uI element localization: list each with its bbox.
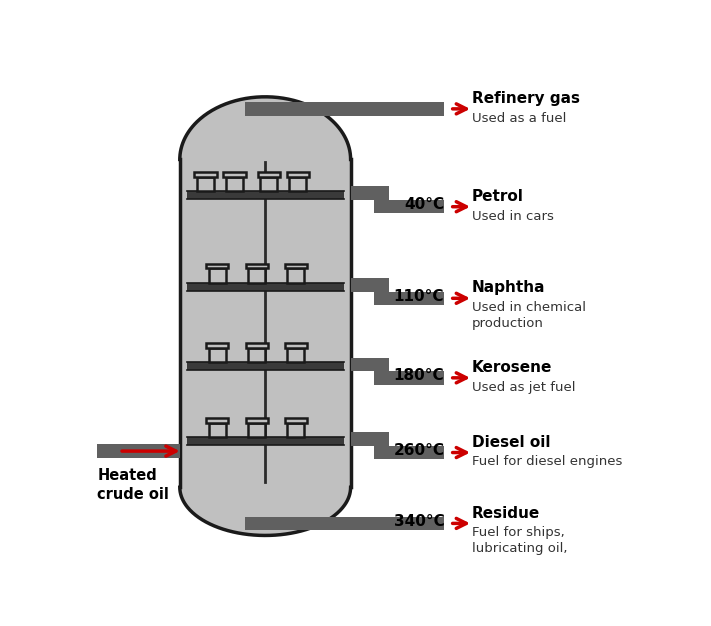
Polygon shape [180, 97, 351, 160]
Bar [374, 200, 444, 213]
Bar [186, 192, 344, 199]
Text: Diesel oil: Diesel oil [472, 434, 550, 449]
Text: 340°C: 340°C [393, 514, 444, 529]
Bar [285, 343, 307, 348]
Text: 110°C: 110°C [394, 289, 444, 304]
Text: Heated
crude oil: Heated crude oil [97, 468, 169, 501]
Text: Residue: Residue [472, 506, 540, 520]
Bar [287, 423, 304, 437]
Bar [180, 160, 351, 487]
Bar [257, 172, 279, 177]
Bar [209, 269, 226, 283]
Bar [209, 423, 226, 437]
Bar [260, 177, 277, 192]
Bar [351, 357, 381, 371]
Polygon shape [180, 487, 351, 535]
Text: Kerosene: Kerosene [472, 360, 552, 375]
Text: Naphtha: Naphtha [472, 280, 545, 295]
Bar [287, 348, 304, 362]
Bar [287, 269, 304, 283]
Text: Used in chemical
production: Used in chemical production [472, 301, 586, 330]
Text: Used as jet fuel: Used as jet fuel [472, 381, 575, 394]
Text: Used in cars: Used in cars [472, 210, 554, 223]
Bar [374, 278, 389, 305]
Bar [374, 446, 444, 459]
Bar [97, 444, 180, 458]
Text: Petrol: Petrol [472, 189, 524, 204]
Bar [248, 348, 265, 362]
Bar [245, 102, 444, 116]
Bar [186, 283, 344, 290]
Bar [226, 177, 243, 192]
Bar [197, 177, 214, 192]
Bar [374, 371, 444, 384]
Text: Fuel for ships,
lubricating oil,: Fuel for ships, lubricating oil, [472, 526, 567, 555]
Text: Refinery gas: Refinery gas [472, 91, 580, 106]
Bar [289, 177, 306, 192]
Text: 40°C: 40°C [404, 197, 444, 212]
Bar [248, 423, 265, 437]
Bar [351, 433, 381, 446]
Bar [374, 433, 389, 459]
Bar [374, 357, 389, 384]
Bar [285, 264, 307, 269]
Bar [206, 264, 228, 269]
Bar [186, 437, 344, 445]
Bar [351, 187, 381, 200]
Bar [209, 348, 226, 362]
Bar [223, 172, 245, 177]
Bar [374, 187, 389, 213]
Bar [245, 418, 268, 423]
Bar [285, 418, 307, 423]
Bar [351, 278, 381, 292]
Bar [206, 343, 228, 348]
Text: Used as a fuel: Used as a fuel [472, 112, 566, 125]
Bar [194, 172, 217, 177]
Text: 260°C: 260°C [393, 443, 444, 458]
Bar [248, 269, 265, 283]
Bar [206, 418, 228, 423]
Bar [374, 292, 444, 305]
Bar [245, 264, 268, 269]
Text: Fuel for diesel engines: Fuel for diesel engines [472, 456, 622, 468]
Bar [186, 362, 344, 370]
Bar [287, 172, 309, 177]
Bar [245, 343, 268, 348]
Bar [245, 516, 444, 530]
Text: 180°C: 180°C [394, 368, 444, 383]
